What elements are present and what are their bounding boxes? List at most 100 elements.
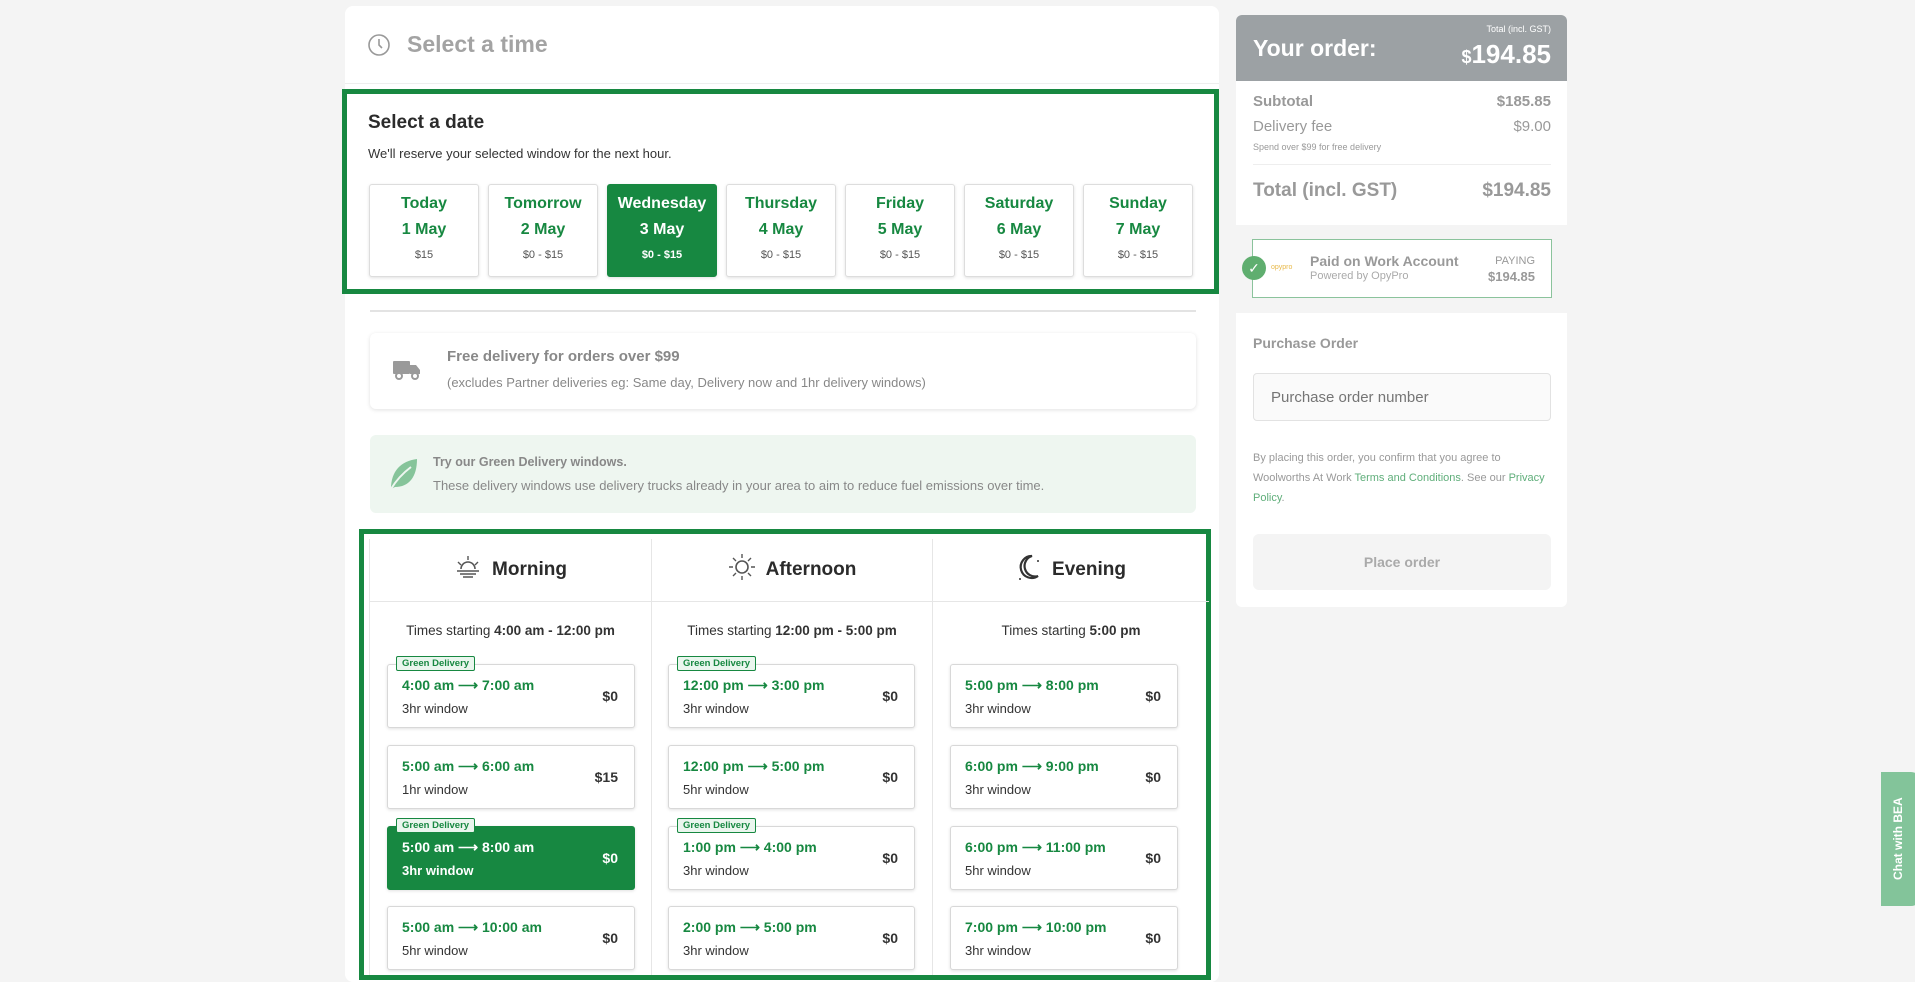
date-label: 6 May: [996, 221, 1042, 238]
time-slot-selector: Morning Times starting 4:00 am - 12:00 p…: [359, 529, 1211, 980]
total-value: 194.85: [1471, 39, 1551, 69]
date-label: 5 May: [877, 221, 923, 238]
slot-to: 5:00 pm: [771, 758, 825, 774]
free-delivery-title: Free delivery for orders over $99: [447, 348, 680, 365]
order-header: Your order: Total (incl. GST) $194.85: [1236, 15, 1567, 81]
clock-icon: [368, 33, 390, 56]
slot-to: 9:00 pm: [1045, 758, 1099, 774]
date-label: 3 May: [639, 221, 685, 238]
slot-time: 5:00 am ⟶ 8:00 am: [402, 839, 534, 856]
slot-from: 4:00 am: [402, 677, 455, 693]
time-slot[interactable]: 5:00 am ⟶ 10:00 am 5hr window $0: [387, 906, 635, 970]
price-range: $15: [414, 249, 434, 261]
free-delivery-notice: Free delivery for orders over $99 (exclu…: [370, 333, 1196, 409]
day-label: Tomorrow: [504, 195, 582, 212]
order-total-big: $194.85: [1461, 39, 1551, 70]
times-range: 4:00 am - 12:00 pm: [494, 623, 615, 638]
slot-price: $0: [602, 688, 618, 704]
slot-to: 11:00 pm: [1045, 839, 1106, 855]
terms-mid: . See our: [1460, 472, 1509, 484]
total-row: Total (incl. GST) $194.85: [1253, 180, 1551, 202]
sun-icon: [728, 553, 756, 587]
truck-icon: [393, 361, 420, 380]
slot-to: 10:00 am: [482, 919, 542, 935]
payment-title: Paid on Work Account: [1310, 253, 1459, 269]
slot-price: $0: [602, 850, 618, 866]
arrow-right-icon: ⟶: [458, 839, 479, 855]
work-account-option[interactable]: ✓ opypro Paid on Work Account Powered by…: [1242, 239, 1552, 298]
date-label: 4 May: [758, 221, 804, 238]
privacy-link[interactable]: Privacy Policy: [1253, 472, 1545, 504]
chat-button[interactable]: Chat with BEA: [1881, 772, 1915, 906]
time-slot[interactable]: Green Delivery 1:00 pm ⟶ 4:00 pm 3hr win…: [668, 818, 915, 890]
arrow-right-icon: ⟶: [458, 758, 479, 774]
slot-from: 2:00 pm: [683, 919, 736, 935]
slot-from: 6:00 pm: [965, 839, 1018, 855]
fee-note-text: Spend over $99 for free delivery: [1253, 142, 1382, 152]
slot-from: 5:00 am: [402, 919, 455, 935]
time-slot[interactable]: Green Delivery 12:00 pm ⟶ 3:00 pm 3hr wi…: [668, 656, 915, 728]
date-option-saturday[interactable]: Saturday 6 May $0 - $15: [964, 184, 1074, 277]
green-delivery-badge: Green Delivery: [677, 656, 757, 671]
purchase-order-input[interactable]: [1253, 373, 1551, 421]
green-delivery-title: Try our Green Delivery windows.: [433, 455, 627, 469]
date-label: 7 May: [1115, 221, 1161, 238]
terms-end: .: [1281, 492, 1285, 504]
times-starting: Times starting 12:00 pm - 5:00 pm: [652, 623, 932, 638]
price-range: $0 - $15: [760, 249, 802, 261]
price-range: $0 - $15: [522, 249, 564, 261]
purchase-order-label: Purchase Order: [1253, 335, 1359, 351]
time-slot[interactable]: Green Delivery 4:00 am ⟶ 7:00 am 3hr win…: [387, 656, 635, 728]
time-slot[interactable]: 7:00 pm ⟶ 10:00 pm 3hr window $0: [950, 906, 1178, 970]
time-slot[interactable]: Green Delivery 5:00 am ⟶ 8:00 am 3hr win…: [387, 818, 635, 890]
slot-price: $0: [882, 930, 898, 946]
time-slot[interactable]: 12:00 pm ⟶ 5:00 pm 5hr window $0: [668, 745, 915, 809]
slot-to: 7:00 am: [482, 677, 535, 693]
green-delivery-badge: Green Delivery: [396, 656, 476, 671]
slot-window: 3hr window: [402, 701, 468, 716]
date-option-today[interactable]: Today 1 May $15: [369, 184, 479, 277]
free-delivery-note: (excludes Partner deliveries eg: Same da…: [447, 375, 926, 390]
date-option-tomorrow[interactable]: Tomorrow 2 May $0 - $15: [488, 184, 598, 277]
time-slot[interactable]: 2:00 pm ⟶ 5:00 pm 3hr window $0: [668, 906, 915, 970]
paying-label: PAYING: [1495, 255, 1535, 267]
terms-link[interactable]: Terms and Conditions: [1354, 472, 1461, 484]
opypro-logo: opypro: [1271, 264, 1293, 271]
slot-window: 3hr window: [965, 943, 1031, 958]
time-slot[interactable]: 6:00 pm ⟶ 9:00 pm 3hr window $0: [950, 745, 1178, 809]
price-range: $0 - $15: [879, 249, 921, 261]
slot-price: $0: [602, 930, 618, 946]
slot-price: $0: [882, 688, 898, 704]
time-slot[interactable]: 5:00 pm ⟶ 8:00 pm 3hr window $0: [950, 664, 1178, 728]
slot-from: 5:00 am: [402, 839, 455, 855]
date-option-friday[interactable]: Friday 5 May $0 - $15: [845, 184, 955, 277]
slot-price: $0: [882, 850, 898, 866]
time-slot[interactable]: 5:00 am ⟶ 6:00 am 1hr window $15: [387, 745, 635, 809]
slot-from: 7:00 pm: [965, 919, 1018, 935]
terms-pre: By placing this order, you confirm that …: [1253, 452, 1501, 484]
slot-from: 12:00 pm: [683, 758, 744, 774]
slot-from: 5:00 am: [402, 758, 455, 774]
date-title: Select a date: [368, 112, 485, 133]
slot-from: 5:00 pm: [965, 677, 1018, 693]
place-order-button[interactable]: Place order: [1253, 534, 1551, 590]
slot-time: 5:00 am ⟶ 6:00 am: [402, 758, 534, 775]
arrow-right-icon: ⟶: [1021, 839, 1042, 855]
slot-price: $15: [594, 769, 618, 785]
slot-price: $0: [1145, 930, 1161, 946]
date-option-thursday[interactable]: Thursday 4 May $0 - $15: [726, 184, 836, 277]
check-icon: ✓: [1242, 256, 1266, 280]
slot-to: 6:00 am: [482, 758, 535, 774]
slot-time: 6:00 pm ⟶ 9:00 pm: [965, 758, 1099, 775]
times-prefix: Times starting: [406, 623, 495, 638]
date-selector: Select a date We'll reserve your selecte…: [342, 89, 1219, 294]
arrow-right-icon: ⟶: [1021, 758, 1042, 774]
times-range: 5:00 pm: [1089, 623, 1141, 638]
slot-time: 5:00 am ⟶ 10:00 am: [402, 919, 542, 936]
order-title: Your order:: [1253, 35, 1377, 61]
slot-time: 4:00 am ⟶ 7:00 am: [402, 677, 534, 694]
slot-time: 5:00 pm ⟶ 8:00 pm: [965, 677, 1099, 694]
date-option-sunday[interactable]: Sunday 7 May $0 - $15: [1083, 184, 1193, 277]
time-slot[interactable]: 6:00 pm ⟶ 11:00 pm 5hr window $0: [950, 826, 1178, 890]
date-option-wednesday[interactable]: Wednesday 3 May $0 - $15: [607, 184, 717, 277]
